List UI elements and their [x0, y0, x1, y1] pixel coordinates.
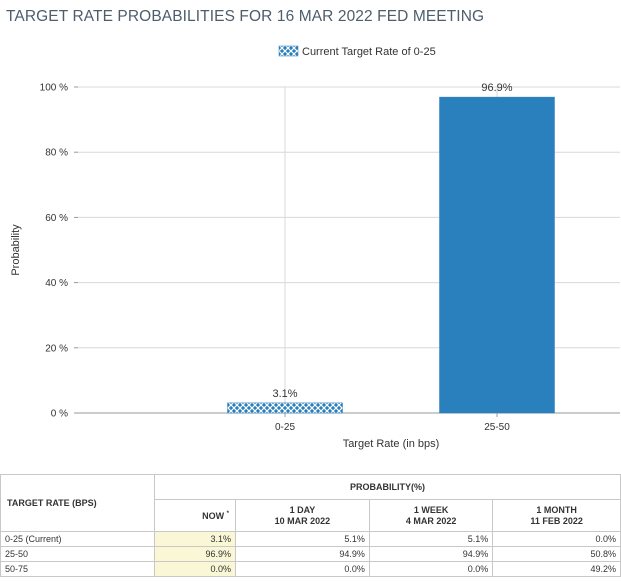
- x-tick-label: 25-50: [484, 422, 510, 433]
- table-row: 50-75 0.0% 0.0% 0.0% 49.2%: [0, 561, 621, 577]
- cell-now: 96.9%: [154, 546, 236, 562]
- col-now-label: NOW: [202, 511, 225, 521]
- target-rate-header: TARGET RATE (BPS): [0, 474, 155, 532]
- col-1week-label: 1 WEEK: [413, 504, 449, 515]
- y-tick-label: 100 %: [40, 83, 68, 94]
- bars: [227, 96, 555, 414]
- col-1day-header: 1 DAY 10 MAR 2022: [235, 499, 370, 532]
- cell-1month: 49.2%: [492, 561, 621, 577]
- y-tick-label: 80 %: [45, 148, 68, 159]
- cell-1month: 0.0%: [492, 531, 621, 547]
- y-axis-ticks: 0 % 20 % 40 % 60 % 80 % 100 %: [40, 83, 78, 420]
- probability-table: TARGET RATE (BPS) PROBABILITY(%) NOW * 1…: [0, 474, 621, 577]
- bar-25-50: [439, 96, 555, 414]
- col-1day-date: 10 MAR 2022: [274, 515, 331, 526]
- data-label: 3.1%: [272, 388, 297, 400]
- probability-header: PROBABILITY(%): [154, 474, 621, 500]
- bar-0-25: [227, 402, 343, 414]
- x-tick-label: 0-25: [275, 422, 295, 433]
- col-1day-label: 1 DAY: [289, 504, 316, 515]
- y-tick-label: 0 %: [51, 409, 68, 420]
- data-label: 96.9%: [481, 82, 512, 94]
- cell-1week: 5.1%: [368, 531, 494, 547]
- col-1month-date: 11 FEB 2022: [530, 515, 583, 526]
- col-now-mark: *: [226, 511, 229, 517]
- data-labels: 3.1% 96.9%: [272, 82, 512, 400]
- col-1week-date: 4 MAR 2022: [405, 515, 457, 526]
- cell-1day: 0.0%: [235, 561, 370, 577]
- x-axis-ticks: 0-25 25-50: [275, 413, 510, 433]
- cell-1week: 0.0%: [368, 561, 494, 577]
- cell-1week: 94.9%: [368, 546, 494, 562]
- legend-swatch: [278, 45, 299, 57]
- row-rate: 50-75: [0, 561, 155, 577]
- col-1week-header: 1 WEEK 4 MAR 2022: [368, 499, 494, 532]
- col-1month-label: 1 MONTH: [536, 504, 577, 515]
- y-tick-label: 40 %: [45, 278, 68, 289]
- table-row: 0-25 (Current) 3.1% 5.1% 5.1% 0.0%: [0, 531, 621, 547]
- row-rate: 0-25 (Current): [0, 531, 155, 547]
- chart: Current Target Rate of 0-25 0 % 20 % 40 % 6…: [10, 45, 620, 450]
- y-tick-label: 60 %: [45, 213, 68, 224]
- cell-1day: 5.1%: [235, 531, 370, 547]
- page-title: TARGET RATE PROBABILITIES FOR 16 MAR 202…: [6, 8, 485, 25]
- cell-1day: 94.9%: [235, 546, 370, 562]
- col-1month-header: 1 MONTH 11 FEB 2022: [492, 499, 621, 532]
- chart-legend: Current Target Rate of 0-25: [278, 45, 436, 58]
- legend-label: Current Target Rate of 0-25: [302, 46, 436, 58]
- y-tick-label: 20 %: [45, 343, 68, 354]
- row-rate: 25-50: [0, 546, 155, 562]
- y-axis-title: Probability: [10, 224, 22, 276]
- col-now-header: NOW *: [154, 499, 236, 532]
- cell-now: 3.1%: [154, 531, 236, 547]
- x-axis-title: Target Rate (in bps): [343, 438, 440, 450]
- cell-1month: 50.8%: [492, 546, 621, 562]
- table-row: 25-50 96.9% 94.9% 94.9% 50.8%: [0, 546, 621, 562]
- cell-now: 0.0%: [154, 561, 236, 577]
